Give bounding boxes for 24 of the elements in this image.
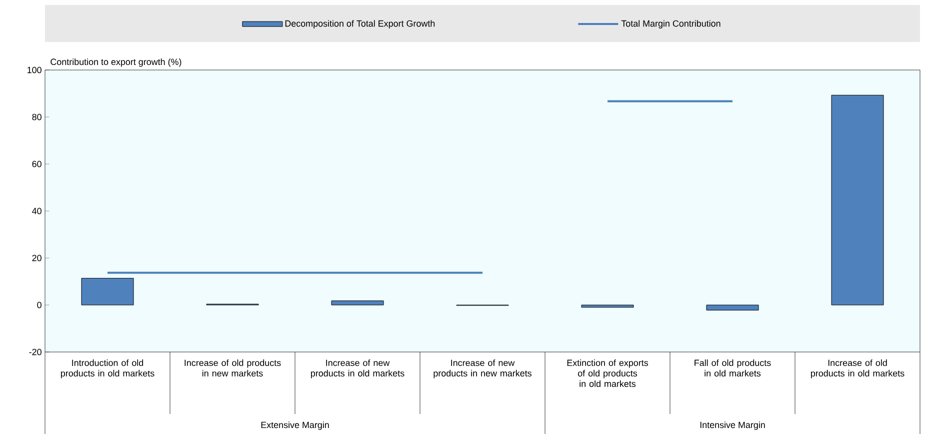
legend-label: Decomposition of Total Export Growth [285,20,435,28]
x-tick-label: Increase of new products in old markets [310,359,404,378]
x-tick-label: Fall of old products in old markets [694,359,771,376]
y-tick-label: 60 [32,160,42,168]
x-tick-label: Increase of old products in new markets [184,359,281,376]
bar [81,278,134,306]
y-tick-label: -20 [29,348,42,356]
y-tick-label: 20 [32,254,42,262]
y-tick-label: 100 [28,66,42,74]
y-axis-title: Contribution to export growth (%) [50,58,182,67]
text: Extensive Margin [261,422,329,430]
x-tick-label: Introduction of old products in old markets [60,359,154,378]
bar [581,304,634,308]
x-tick-label: Extinction of exports of old products in old markets [567,359,648,387]
bar [706,304,759,310]
bar [331,300,384,306]
y-tick-label: 0 [37,302,42,308]
x-tick-label: Increase of new products in new markets [434,359,532,378]
y-tick-label: 80 [32,114,42,120]
text: Intensive Margin [700,422,765,430]
bar [831,94,884,306]
x-tick-label: Increase of old products in old markets [810,359,904,378]
y-tick-label: 40 [32,208,42,214]
legend-label: Total Margin Contribution [621,20,720,28]
